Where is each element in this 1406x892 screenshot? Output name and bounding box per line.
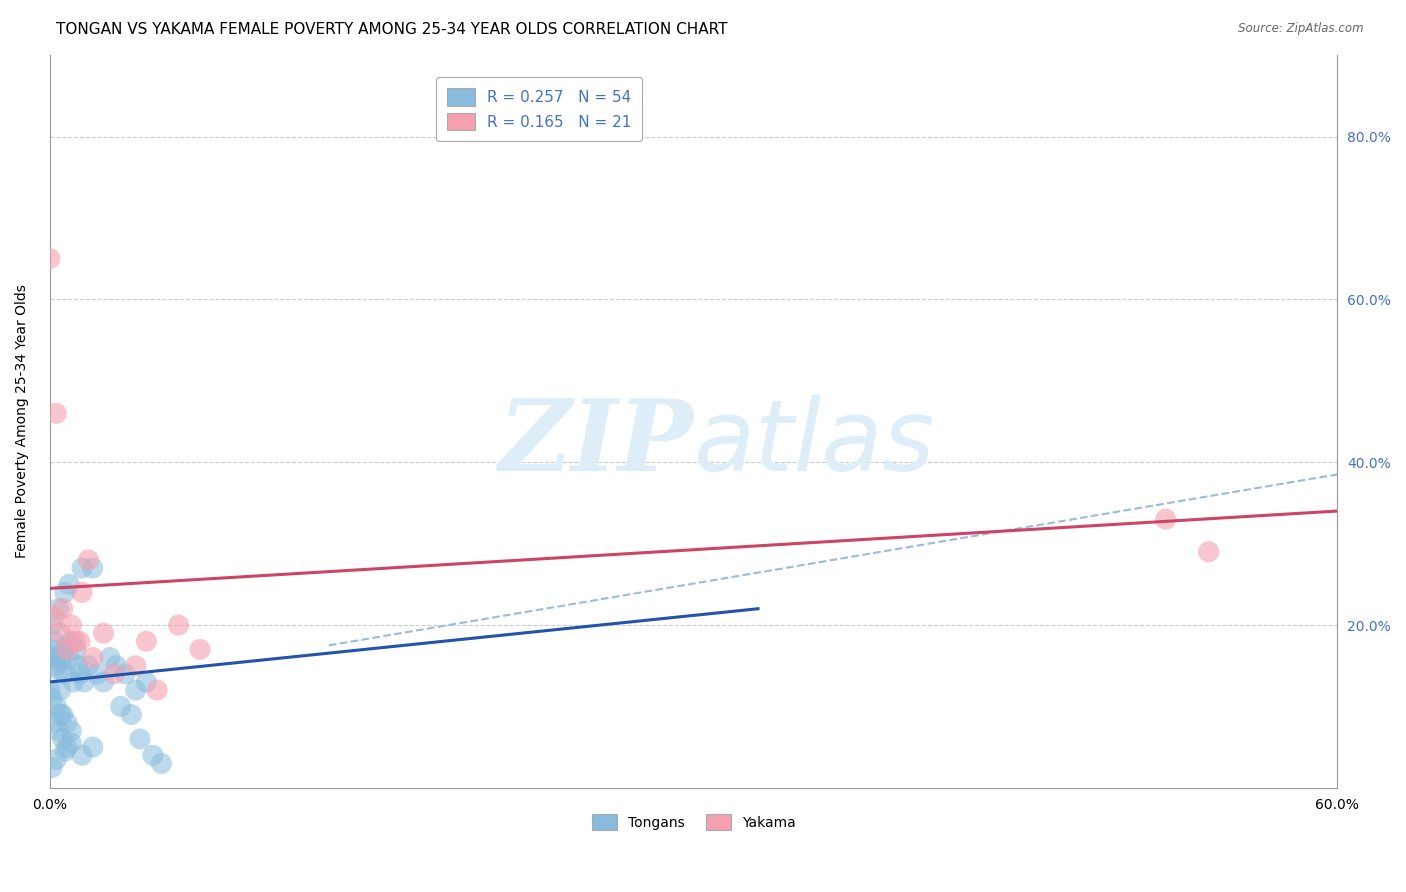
Point [65, 634, 87, 648]
Point [41, 618, 63, 632]
Point [60, 736, 83, 750]
Point [105, 658, 128, 673]
Point [146, 683, 169, 698]
Point [124, 683, 146, 698]
Point [135, 634, 157, 648]
Point [45, 658, 67, 673]
Point [48, 723, 70, 738]
Point [56, 642, 79, 657]
Point [56, 715, 79, 730]
Point [82, 561, 104, 575]
Y-axis label: Female Poverty Among 25-34 Year Olds: Female Poverty Among 25-34 Year Olds [15, 285, 30, 558]
Point [49, 655, 72, 669]
Point [52, 601, 75, 615]
Point [82, 740, 104, 755]
Point [167, 618, 190, 632]
Point [62, 675, 84, 690]
Point [52, 707, 75, 722]
Point [53, 744, 76, 758]
Point [42, 634, 65, 648]
Point [60, 618, 83, 632]
Point [60, 634, 83, 648]
Point [58, 577, 80, 591]
Point [69, 634, 91, 648]
Point [45, 650, 67, 665]
Point [77, 553, 100, 567]
Point [49, 626, 72, 640]
Point [60, 723, 83, 738]
Text: ZIP: ZIP [499, 395, 693, 491]
Point [98, 650, 121, 665]
Point [77, 658, 100, 673]
Point [48, 601, 70, 615]
Point [58, 650, 80, 665]
Point [120, 707, 142, 722]
Point [41, 760, 63, 774]
Point [73, 675, 96, 690]
Point [52, 647, 75, 661]
Point [135, 675, 157, 690]
Point [124, 658, 146, 673]
Point [86, 666, 108, 681]
Point [1198, 545, 1220, 559]
Point [49, 683, 72, 698]
Text: atlas: atlas [693, 395, 935, 492]
Point [70, 748, 93, 763]
Point [65, 642, 87, 657]
Point [56, 740, 79, 755]
Point [103, 666, 125, 681]
Point [49, 707, 72, 722]
Point [41, 691, 63, 706]
Point [45, 752, 67, 766]
Point [56, 639, 79, 653]
Point [38, 683, 60, 698]
Point [53, 585, 76, 599]
Point [48, 663, 70, 677]
Point [69, 666, 91, 681]
Point [42, 715, 65, 730]
Point [42, 642, 65, 657]
Legend: Tongans, Yakama: Tongans, Yakama [586, 809, 801, 836]
Point [38, 252, 60, 266]
Point [45, 406, 67, 420]
Point [41, 650, 63, 665]
Point [129, 731, 152, 746]
Point [53, 666, 76, 681]
Point [114, 666, 136, 681]
Point [52, 731, 75, 746]
Point [66, 658, 89, 673]
Point [150, 756, 173, 771]
Point [70, 585, 93, 599]
Point [42, 610, 65, 624]
Point [110, 699, 132, 714]
Text: TONGAN VS YAKAMA FEMALE POVERTY AMONG 25-34 YEAR OLDS CORRELATION CHART: TONGAN VS YAKAMA FEMALE POVERTY AMONG 25… [56, 22, 728, 37]
Point [142, 748, 165, 763]
Point [93, 626, 115, 640]
Point [70, 561, 93, 575]
Point [1154, 512, 1177, 526]
Point [45, 699, 67, 714]
Point [82, 650, 104, 665]
Text: Source: ZipAtlas.com: Source: ZipAtlas.com [1239, 22, 1364, 36]
Point [188, 642, 211, 657]
Point [93, 675, 115, 690]
